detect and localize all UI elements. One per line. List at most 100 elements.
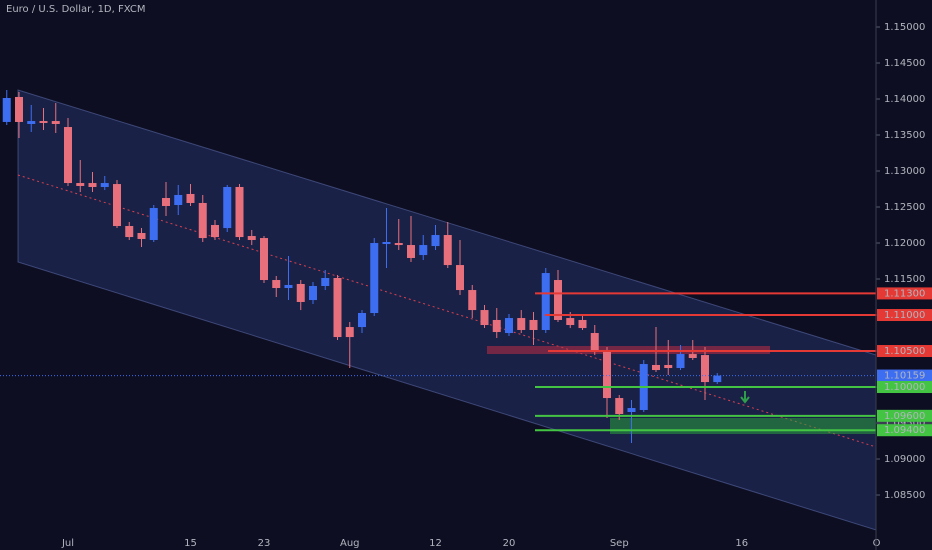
candle-body: [419, 245, 428, 256]
candle-body: [480, 310, 489, 326]
candle-body: [51, 121, 60, 124]
candle-body: [27, 121, 36, 124]
candle-body: [260, 238, 268, 281]
candle-body: [76, 183, 85, 186]
candle-body: [407, 245, 415, 258]
level-label-box: [877, 345, 932, 358]
candle-body: [615, 398, 624, 415]
candle-body: [676, 354, 685, 369]
candle-body: [333, 278, 342, 338]
candle-body: [162, 198, 170, 207]
level-label: 1.10000: [884, 382, 925, 393]
y-tick-label: 1.14500: [884, 58, 925, 69]
candle-body: [456, 265, 464, 291]
level-label: 1.09600: [884, 411, 925, 422]
levels: 1.10159 1.11300 1.11000 1.10500 1.10000 1.095…: [0, 287, 932, 437]
candle-body: [664, 364, 673, 369]
target-arrow: [740, 391, 750, 404]
last-price-label: 1.10159: [884, 371, 925, 382]
y-tick-label: 1.13500: [884, 130, 925, 141]
level-label-box: [877, 424, 932, 437]
x-tick-label: O: [873, 538, 881, 549]
candle-body: [468, 290, 477, 311]
candle-body: [382, 242, 391, 245]
candle-body: [149, 208, 158, 240]
y-tick-label: 1.15000: [884, 22, 925, 33]
y-tick-label: 1.12000: [884, 238, 925, 249]
y-tick-label: 1.13000: [884, 166, 925, 177]
x-tick-label: Sep: [610, 538, 629, 549]
level-label-box: [877, 309, 932, 322]
candle-body: [88, 183, 97, 187]
x-tick-label: 15: [184, 538, 197, 549]
last-price-box: [877, 369, 932, 382]
support-zone: [610, 418, 876, 434]
channel-midline: [17, 174, 877, 448]
candle-body: [358, 312, 366, 328]
candle-body: [15, 96, 23, 122]
candle-body: [431, 235, 440, 247]
candle-body: [566, 318, 575, 326]
candle-body: [492, 319, 501, 333]
candle-body: [505, 318, 513, 334]
level-label: 1.11300: [884, 288, 925, 299]
candle-body: [443, 235, 452, 266]
candle-body: [64, 127, 72, 184]
candle-body: [186, 193, 195, 203]
candle-body: [590, 333, 599, 351]
y-tick-label: 1.09000: [884, 454, 925, 465]
x-tick-label: 12: [429, 538, 442, 549]
level-label-box: [877, 381, 932, 394]
candle-body: [652, 364, 660, 371]
candle-body: [554, 280, 562, 320]
candle-body: [321, 278, 330, 286]
candle-body: [370, 243, 379, 313]
level-label: 1.10500: [884, 346, 925, 357]
candle-body: [198, 202, 207, 239]
candle-body: [2, 97, 11, 122]
level-label: 1.09500: [884, 418, 925, 429]
candle-body: [701, 355, 709, 383]
candle-body: [688, 354, 697, 358]
y-tick-label: 1.11500: [884, 274, 925, 285]
candle-body: [309, 285, 317, 301]
candle-body: [627, 408, 636, 413]
candle-body: [174, 194, 183, 205]
candle-body: [517, 318, 526, 330]
candle-body: [296, 283, 305, 302]
candle-body: [394, 243, 403, 246]
candle-body: [713, 375, 722, 383]
candle-body: [603, 350, 611, 399]
candle-body: [272, 280, 281, 289]
candle-body: [235, 186, 244, 238]
candle-body: [113, 184, 121, 227]
y-tick-label: 1.12500: [884, 202, 925, 213]
resistance-zone: [487, 346, 770, 354]
candle-body: [39, 121, 48, 123]
level-label: 1.09400: [884, 425, 925, 436]
candle-body: [223, 186, 232, 229]
candle-body: [247, 236, 256, 240]
x-tick-label: Aug: [340, 538, 360, 549]
candle-body: [578, 319, 587, 329]
level-label: 1.11000: [884, 310, 925, 321]
candle-body: [100, 183, 109, 187]
x-tick-label: 23: [258, 538, 271, 549]
y-tick-label: 1.08500: [884, 490, 925, 501]
candle-body: [541, 273, 550, 330]
candle-body: [211, 225, 219, 238]
x-tick-label: 20: [503, 538, 516, 549]
y-tick-label: 1.14000: [884, 94, 925, 105]
candle-body: [345, 327, 354, 338]
x-tick-label: 16: [735, 538, 748, 549]
candle-body: [137, 233, 146, 239]
candle-body: [125, 226, 134, 238]
candle-body: [284, 284, 293, 289]
candle-body: [529, 319, 538, 330]
chart-title: Euro / U.S. Dollar, 1D, FXCM: [6, 4, 145, 15]
level-label-box: [877, 409, 932, 422]
x-tick-label: Jul: [61, 538, 74, 549]
level-label-box: [877, 287, 932, 300]
